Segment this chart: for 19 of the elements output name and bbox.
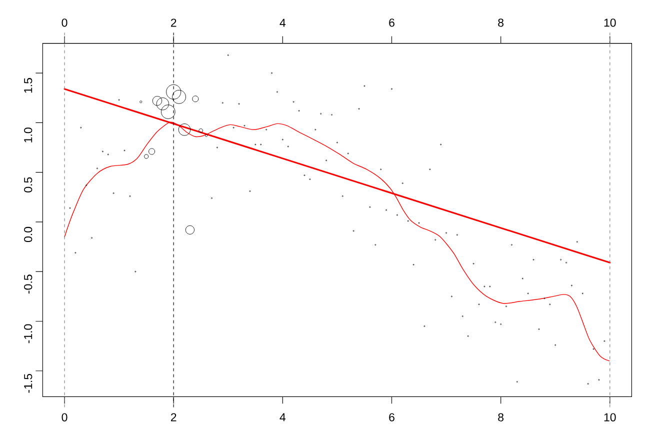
y-tick-label: 0.5: [24, 177, 32, 192]
y-tick-label: 0.0: [24, 226, 32, 242]
x-tick-label: 6: [389, 18, 394, 27]
y-tick-label: 1.5: [24, 78, 32, 93]
y-tick-label: -1.0: [24, 324, 32, 344]
x2-tick-label: 6: [389, 413, 394, 422]
x2-tick-label: 10: [604, 413, 616, 422]
x2-tick-label: 2: [170, 413, 176, 422]
x2-tick-label: 4: [280, 413, 286, 422]
y-tick-label: 1.0: [24, 128, 32, 142]
x-tick-label: 4: [280, 18, 286, 27]
x-tick-label: 0: [62, 18, 68, 27]
y-tick-label: -0.5: [24, 274, 32, 294]
x2-tick-label: 0: [62, 413, 68, 422]
x-tick-label: 2: [170, 18, 176, 27]
x2-tick-label: 8: [498, 413, 504, 422]
x-tick-label: 10: [604, 18, 616, 27]
y-tick-label: -1.5: [24, 374, 32, 393]
x-tick-label: 8: [498, 18, 504, 27]
